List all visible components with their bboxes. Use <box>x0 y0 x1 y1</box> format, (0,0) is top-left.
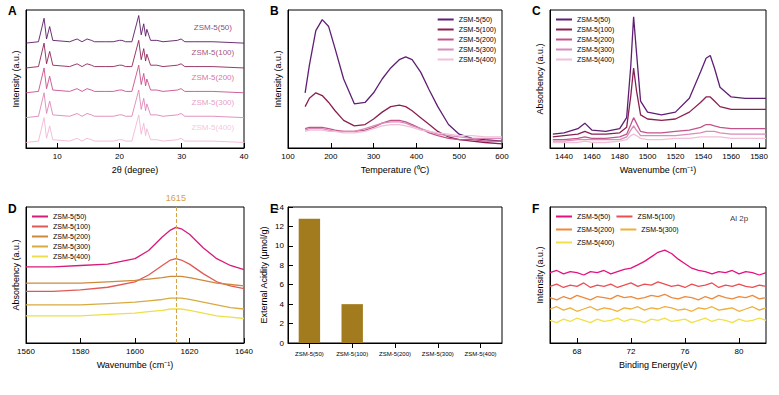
svg-text:ZSM-5(200): ZSM-5(200) <box>379 351 411 357</box>
svg-text:2: 2 <box>280 319 285 328</box>
svg-text:14: 14 <box>275 202 284 212</box>
svg-text:ZSM-5(300): ZSM-5(300) <box>422 351 454 357</box>
svg-text:ZSM-5(300): ZSM-5(300) <box>577 46 614 54</box>
svg-text:72: 72 <box>627 347 636 356</box>
svg-text:4: 4 <box>280 300 285 309</box>
svg-text:300: 300 <box>367 152 381 161</box>
svg-text:1560: 1560 <box>722 152 740 161</box>
svg-text:E: E <box>270 202 278 216</box>
svg-text:Binding Energy(eV): Binding Energy(eV) <box>619 360 697 370</box>
svg-text:Temperature (⁰C): Temperature (⁰C) <box>361 165 430 175</box>
svg-text:ZSM-5(50): ZSM-5(50) <box>194 23 233 32</box>
svg-text:1640: 1640 <box>235 347 253 356</box>
svg-text:68: 68 <box>573 347 582 356</box>
svg-text:A: A <box>8 4 17 18</box>
svg-text:ZSM-5(50): ZSM-5(50) <box>577 16 610 24</box>
svg-text:ZSM-5(50): ZSM-5(50) <box>577 213 610 221</box>
svg-text:ZSM-5(50): ZSM-5(50) <box>295 351 324 357</box>
svg-text:F: F <box>532 202 539 216</box>
svg-text:Absorbency (a.u.): Absorbency (a.u.) <box>11 239 21 310</box>
svg-text:Wavenumbe (cm⁻¹): Wavenumbe (cm⁻¹) <box>620 165 697 175</box>
svg-text:ZSM-5(400): ZSM-5(400) <box>577 56 614 64</box>
svg-text:ZSM-5(100): ZSM-5(100) <box>637 213 674 221</box>
svg-text:ZSM-5(100): ZSM-5(100) <box>336 351 368 357</box>
svg-text:ZSM-5(400): ZSM-5(400) <box>53 253 90 261</box>
svg-text:600: 600 <box>495 152 509 161</box>
svg-text:10: 10 <box>53 152 62 161</box>
svg-text:30: 30 <box>177 152 186 161</box>
svg-text:ZSM-5(200): ZSM-5(200) <box>577 226 614 234</box>
svg-text:ZSM-5(300): ZSM-5(300) <box>459 46 496 54</box>
svg-text:Absorbency (a.u.): Absorbency (a.u.) <box>535 43 545 114</box>
svg-text:ZSM-5(100): ZSM-5(100) <box>192 48 235 57</box>
svg-text:ZSM-5(200): ZSM-5(200) <box>577 36 614 44</box>
svg-text:1615: 1615 <box>166 193 186 203</box>
svg-text:ZSM-5(400): ZSM-5(400) <box>577 239 614 247</box>
svg-text:External Acidity (μmol/g): External Acidity (μmol/g) <box>259 226 269 323</box>
svg-text:B: B <box>270 4 279 18</box>
svg-text:ZSM-5(100): ZSM-5(100) <box>577 26 614 34</box>
svg-text:0: 0 <box>280 339 285 348</box>
svg-text:Intensity (a.u.): Intensity (a.u.) <box>11 50 21 107</box>
svg-text:Intensity (a.u.): Intensity (a.u.) <box>273 50 283 107</box>
svg-text:Wavenumbe (cm⁻¹): Wavenumbe (cm⁻¹) <box>97 360 174 370</box>
svg-text:ZSM-5(50): ZSM-5(50) <box>459 16 492 24</box>
svg-text:D: D <box>8 202 17 216</box>
svg-text:6: 6 <box>280 280 285 289</box>
svg-text:ZSM-5(400): ZSM-5(400) <box>459 56 496 64</box>
svg-text:1580: 1580 <box>72 347 90 356</box>
svg-text:ZSM-5(300): ZSM-5(300) <box>53 243 90 251</box>
svg-text:8: 8 <box>280 261 285 270</box>
svg-text:Al 2p: Al 2p <box>730 214 749 223</box>
svg-text:1580: 1580 <box>750 152 768 161</box>
svg-text:1480: 1480 <box>611 152 629 161</box>
svg-text:ZSM-5(300): ZSM-5(300) <box>192 98 235 107</box>
svg-text:200: 200 <box>324 152 338 161</box>
svg-text:ZSM-5(200): ZSM-5(200) <box>53 233 90 241</box>
svg-text:100: 100 <box>281 152 295 161</box>
svg-text:1560: 1560 <box>17 347 35 356</box>
svg-text:10: 10 <box>275 241 284 250</box>
svg-text:76: 76 <box>681 347 690 356</box>
svg-text:40: 40 <box>240 152 249 161</box>
svg-text:2θ (degree): 2θ (degree) <box>112 165 159 175</box>
svg-text:ZSM-5(300): ZSM-5(300) <box>641 226 678 234</box>
svg-text:1540: 1540 <box>694 152 712 161</box>
svg-text:1500: 1500 <box>639 152 657 161</box>
svg-text:1620: 1620 <box>181 347 199 356</box>
svg-text:20: 20 <box>115 152 124 161</box>
svg-text:ZSM-5(100): ZSM-5(100) <box>53 223 90 231</box>
svg-text:ZSM-5(200): ZSM-5(200) <box>459 36 496 44</box>
svg-text:1440: 1440 <box>555 152 573 161</box>
svg-text:1600: 1600 <box>126 347 144 356</box>
svg-text:ZSM-5(400): ZSM-5(400) <box>465 351 497 357</box>
svg-text:ZSM-5(100): ZSM-5(100) <box>459 26 496 34</box>
svg-text:500: 500 <box>453 152 467 161</box>
svg-text:ZSM-5(400): ZSM-5(400) <box>192 123 235 132</box>
svg-text:ZSM-5(200): ZSM-5(200) <box>192 73 235 82</box>
svg-text:1520: 1520 <box>667 152 685 161</box>
svg-text:12: 12 <box>275 222 284 231</box>
svg-text:ZSM-5(50): ZSM-5(50) <box>53 213 86 221</box>
svg-text:400: 400 <box>410 152 424 161</box>
svg-text:Intensity (a.u.): Intensity (a.u.) <box>535 246 545 303</box>
svg-text:80: 80 <box>735 347 744 356</box>
svg-text:1460: 1460 <box>583 152 601 161</box>
svg-text:C: C <box>532 4 541 18</box>
